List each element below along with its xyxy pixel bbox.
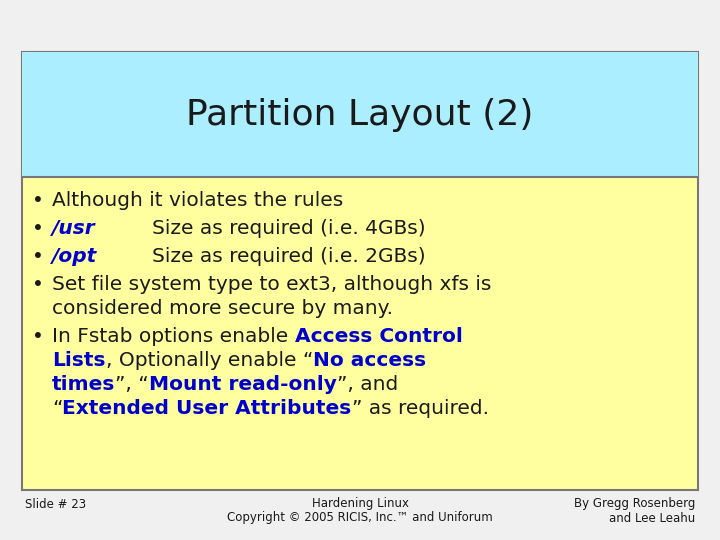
Text: Copyright © 2005 RICIS, Inc.™ and Uniforum: Copyright © 2005 RICIS, Inc.™ and Unifor…: [227, 511, 493, 524]
Text: times: times: [52, 375, 115, 394]
Bar: [22, 52, 698, 490]
Text: •: •: [32, 247, 44, 266]
Text: •: •: [32, 327, 44, 346]
Text: •: •: [32, 191, 44, 210]
Text: •: •: [32, 275, 44, 294]
Text: Mount read-only: Mount read-only: [149, 375, 337, 394]
Text: Access Control: Access Control: [294, 327, 462, 346]
Text: , Optionally enable “: , Optionally enable “: [106, 351, 313, 370]
Text: “: “: [52, 399, 63, 418]
Text: considered more secure by many.: considered more secure by many.: [52, 299, 393, 318]
Text: Slide # 23: Slide # 23: [25, 497, 86, 510]
Text: No access: No access: [313, 351, 426, 370]
Text: Lists: Lists: [52, 351, 106, 370]
Text: and Lee Leahu: and Lee Leahu: [608, 511, 695, 524]
Text: Although it violates the rules: Although it violates the rules: [52, 191, 343, 210]
Text: Extended User Attributes: Extended User Attributes: [63, 399, 352, 418]
Text: Size as required (i.e. 4GBs): Size as required (i.e. 4GBs): [152, 219, 426, 238]
Text: Set file system type to ext3, although xfs is: Set file system type to ext3, although x…: [52, 275, 491, 294]
Text: Size as required (i.e. 2GBs): Size as required (i.e. 2GBs): [152, 247, 426, 266]
Text: In Fstab options enable: In Fstab options enable: [52, 327, 294, 346]
Text: •: •: [32, 219, 44, 238]
Text: ”, and: ”, and: [337, 375, 398, 394]
Text: /usr: /usr: [52, 219, 96, 238]
Text: ”, “: ”, “: [115, 375, 149, 394]
Text: Hardening Linux: Hardening Linux: [312, 497, 408, 510]
Text: ” as required.: ” as required.: [352, 399, 489, 418]
Bar: [22, 52, 698, 177]
Text: Partition Layout (2): Partition Layout (2): [186, 98, 534, 132]
Text: /opt: /opt: [52, 247, 97, 266]
Text: By Gregg Rosenberg: By Gregg Rosenberg: [574, 497, 695, 510]
